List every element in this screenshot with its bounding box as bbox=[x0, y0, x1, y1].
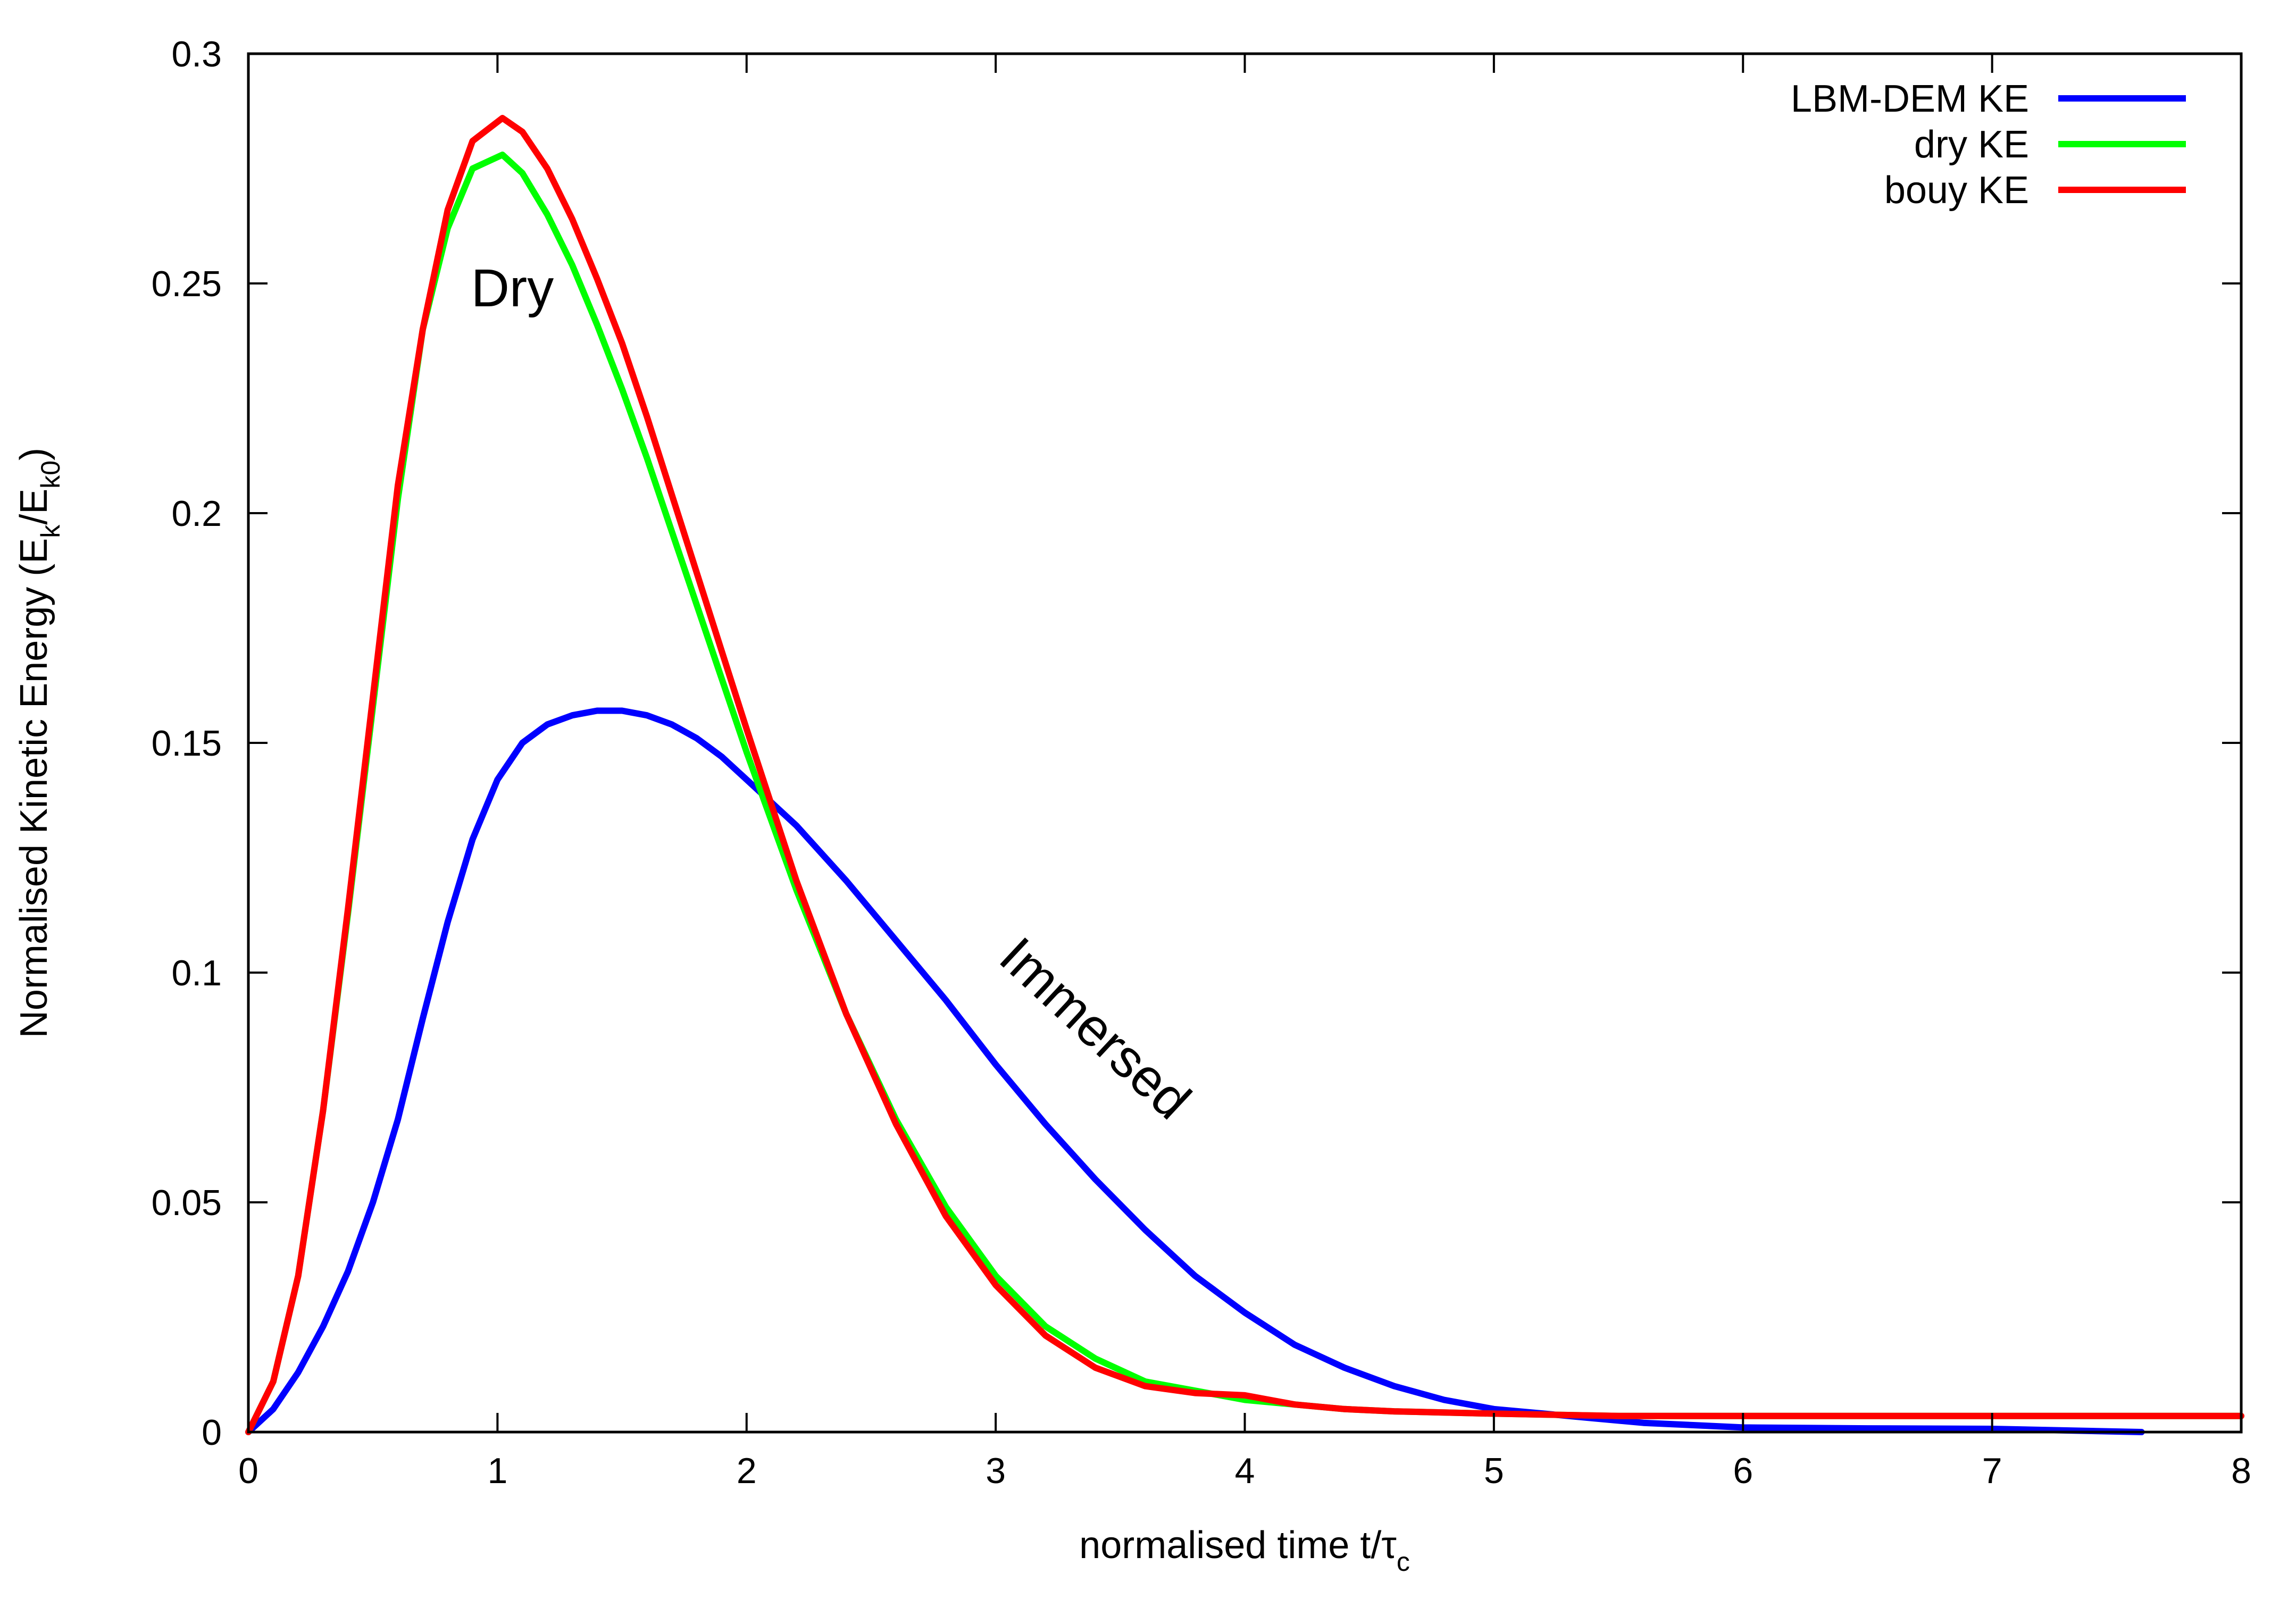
y-tick-label: 0.15 bbox=[152, 723, 222, 764]
x-axis-title: normalised time t/τc bbox=[1079, 1524, 1410, 1577]
x-tick-label: 5 bbox=[1484, 1451, 1504, 1491]
y-axis-title-mid: /E bbox=[13, 489, 55, 525]
x-tick-label: 8 bbox=[2231, 1451, 2251, 1491]
x-tick-label: 0 bbox=[238, 1451, 258, 1491]
y-axis-title-end: ) bbox=[13, 448, 55, 461]
x-axis-title-main: normalised time t/ bbox=[1079, 1524, 1381, 1567]
y-axis-title-sub2: k0 bbox=[36, 461, 65, 489]
y-tick-label: 0.1 bbox=[171, 953, 222, 993]
tick-layer: 0 1 2 3 4 5 6 7 8 0 0.05 0.1 0.15 0.2 0.25 0.3 bbox=[152, 34, 2251, 1491]
y-axis-title-main: Normalised Kinetic Energy (E bbox=[13, 538, 55, 1038]
x-tick-label: 2 bbox=[737, 1451, 757, 1491]
x-tick-label: 4 bbox=[1235, 1451, 1255, 1491]
y-tick-label: 0.05 bbox=[152, 1183, 222, 1223]
x-tick-label: 7 bbox=[1982, 1451, 2002, 1491]
y-axis-title-sub1: k bbox=[36, 524, 65, 538]
y-tick-label: 0 bbox=[202, 1412, 222, 1453]
y-tick-label: 0.3 bbox=[171, 34, 222, 74]
series-layer bbox=[245, 115, 2244, 1435]
y-axis-title: Normalised Kinetic Energy (Ek/Ek0) bbox=[13, 448, 65, 1038]
series-line-2 bbox=[245, 115, 2244, 1435]
annotation-label: Dry bbox=[471, 258, 554, 318]
x-axis-title-sub: c bbox=[1397, 1547, 1410, 1577]
x-tick-label: 3 bbox=[986, 1451, 1006, 1491]
y-tick-label: 0.2 bbox=[171, 493, 222, 534]
legend-label: dry KE bbox=[1914, 123, 2029, 166]
x-axis-title-tau: τ bbox=[1381, 1524, 1396, 1567]
x-tick-label: 1 bbox=[487, 1451, 507, 1491]
legend-label: LBM-DEM KE bbox=[1791, 78, 2029, 120]
legend-label: bouy KE bbox=[1884, 169, 2029, 212]
x-tick-label: 6 bbox=[1733, 1451, 1753, 1491]
y-tick-label: 0.25 bbox=[152, 264, 222, 304]
